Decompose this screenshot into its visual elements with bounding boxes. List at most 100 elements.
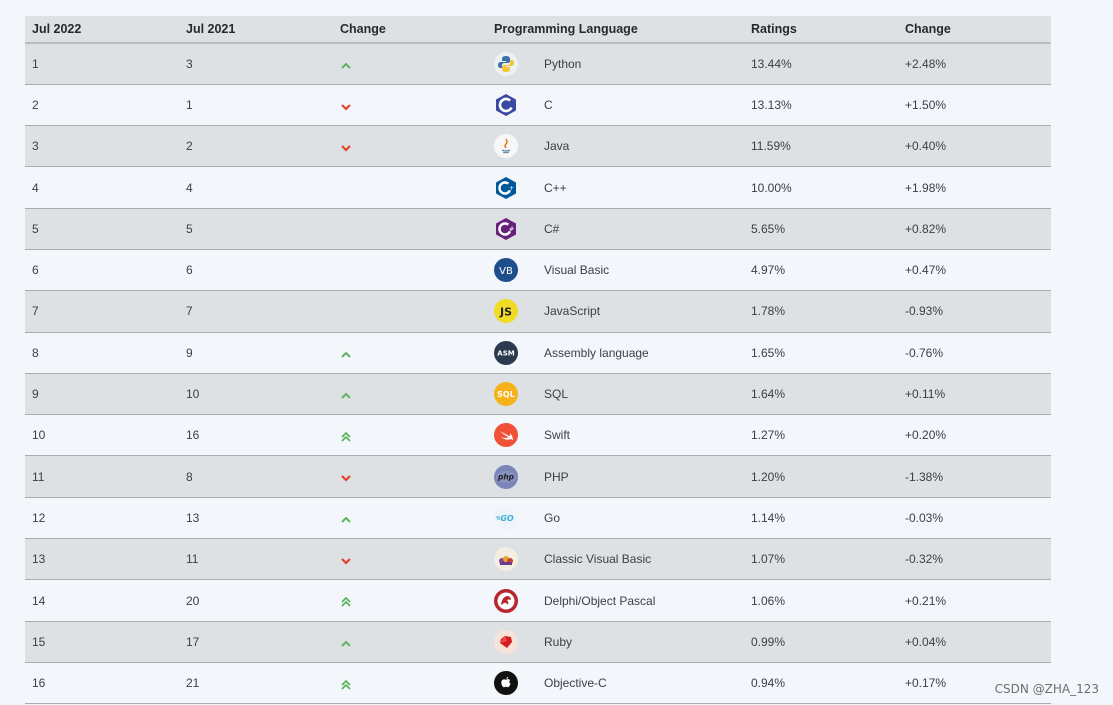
language-ranking-table: Jul 2022 Jul 2021 Change Programming Lan… — [25, 16, 1051, 705]
js-icon: JS — [494, 299, 518, 324]
language-name[interactable]: Python — [544, 56, 582, 71]
double-chevron-up-icon — [340, 431, 352, 442]
rating-change-value: +2.48% — [898, 43, 1051, 85]
header-change-rating[interactable]: Change — [898, 16, 1051, 44]
table-header-row: Jul 2022 Jul 2021 Change Programming Lan… — [25, 16, 1051, 44]
language-cell: # C# — [487, 208, 744, 250]
language-cell: Classic Visual Basic — [487, 538, 744, 581]
rank-2021: 13 — [179, 497, 333, 540]
language-name[interactable]: C — [544, 97, 553, 112]
rank-change-cell — [333, 125, 487, 168]
rank-2021: 3 — [179, 43, 333, 85]
table-row: 8 9 ASM Assembly language 1.65% -0.76% — [25, 332, 1051, 374]
rating-change-value: -0.03% — [898, 497, 1051, 540]
language-name[interactable]: Classic Visual Basic — [544, 552, 652, 567]
chevron-up-icon — [340, 60, 352, 70]
sql-icon: SQL — [494, 382, 518, 407]
ratings-value: 1.14% — [744, 497, 898, 540]
table-row: 1 3 Python 13.44% +2.48% — [25, 43, 1051, 85]
language-cell: JS JavaScript — [487, 290, 744, 333]
ratings-value: 1.65% — [744, 332, 898, 374]
rank-2021: 16 — [179, 414, 333, 457]
chevron-up-icon — [340, 514, 352, 524]
chevron-up-icon — [340, 390, 352, 400]
rank-change-cell — [333, 249, 487, 292]
table-row: 4 4 + C++ 10.00% +1.98% — [25, 166, 1051, 209]
rank-change-cell — [333, 579, 487, 622]
rank-2021: 4 — [179, 166, 333, 209]
header-jul-2021[interactable]: Jul 2021 — [179, 16, 333, 44]
svg-text:GO: GO — [500, 514, 514, 523]
table-row: 10 16 Swift 1.27% +0.20% — [25, 414, 1051, 457]
header-jul-2022[interactable]: Jul 2022 — [25, 16, 179, 44]
language-name[interactable]: Assembly language — [544, 345, 649, 360]
rank-2022: 14 — [25, 579, 179, 622]
table-row: 12 13 GO Go 1.14% -0.03% — [25, 497, 1051, 540]
rating-change-value: +0.20% — [898, 414, 1051, 457]
chevron-down-icon — [340, 555, 352, 565]
ratings-value: 1.64% — [744, 373, 898, 416]
rank-change-cell — [333, 414, 487, 457]
ratings-value: 1.20% — [744, 455, 898, 498]
rank-2021: 17 — [179, 621, 333, 663]
table-row: 7 7 JS JavaScript 1.78% -0.93% — [25, 290, 1051, 333]
rank-change-cell — [333, 538, 487, 581]
rank-change-cell — [333, 373, 487, 416]
language-name[interactable]: C++ — [544, 180, 567, 195]
table-row: 11 8 php PHP 1.20% -1.38% — [25, 455, 1051, 498]
rank-2021: 8 — [179, 455, 333, 498]
rating-change-value: +0.04% — [898, 621, 1051, 663]
language-cell: C — [487, 84, 744, 127]
svg-text:SQL: SQL — [497, 390, 515, 399]
language-name[interactable]: Swift — [544, 428, 571, 443]
rating-change-value: +0.21% — [898, 579, 1051, 622]
rank-2022: 16 — [25, 662, 179, 705]
ratings-value: 13.13% — [744, 84, 898, 127]
rank-2022: 2 — [25, 84, 179, 127]
rank-2022: 4 — [25, 166, 179, 209]
language-name[interactable]: SQL — [544, 387, 569, 402]
rank-2021: 5 — [179, 208, 333, 250]
go-icon: GO — [494, 505, 518, 530]
header-change-rank[interactable]: Change — [333, 16, 487, 44]
rating-change-value: +1.50% — [898, 84, 1051, 127]
rank-2022: 11 — [25, 455, 179, 498]
language-name[interactable]: Objective-C — [544, 676, 607, 691]
language-name[interactable]: C# — [544, 221, 560, 236]
java-icon — [494, 134, 518, 159]
language-name[interactable]: Java — [544, 139, 570, 154]
rank-change-cell — [333, 43, 487, 85]
ratings-value: 1.06% — [744, 579, 898, 622]
ratings-value: 13.44% — [744, 43, 898, 85]
rating-change-value: +0.40% — [898, 125, 1051, 168]
language-name[interactable]: Visual Basic — [544, 263, 610, 278]
rank-2021: 9 — [179, 332, 333, 374]
double-chevron-up-icon — [340, 679, 352, 690]
svg-text:ASM: ASM — [497, 349, 514, 357]
language-name[interactable]: Delphi/Object Pascal — [544, 593, 656, 608]
table-row: 14 20 Delphi/Object Pascal 1.06% +0.21% — [25, 579, 1051, 622]
rank-change-cell — [333, 290, 487, 333]
language-cell: php PHP — [487, 455, 744, 498]
language-name[interactable]: Ruby — [544, 634, 573, 649]
asm-icon: ASM — [494, 340, 518, 365]
ranking-table-container: Jul 2022 Jul 2021 Change Programming Lan… — [25, 16, 1051, 705]
rank-2022: 15 — [25, 621, 179, 663]
language-name[interactable]: PHP — [544, 469, 569, 484]
chevron-up-icon — [340, 349, 352, 359]
table-row: 9 10 SQL SQL 1.64% +0.11% — [25, 373, 1051, 416]
header-ratings[interactable]: Ratings — [744, 16, 898, 44]
language-name[interactable]: Go — [544, 510, 561, 525]
rank-2021: 1 — [179, 84, 333, 127]
header-programming-language[interactable]: Programming Language — [487, 16, 744, 44]
delphi-icon — [494, 588, 518, 613]
rank-change-cell — [333, 455, 487, 498]
language-name[interactable]: JavaScript — [544, 304, 601, 319]
python-icon — [494, 51, 518, 76]
language-cell: Python — [487, 43, 744, 85]
rank-2022: 6 — [25, 249, 179, 292]
language-cell: SQL SQL — [487, 373, 744, 416]
ratings-value: 1.27% — [744, 414, 898, 457]
language-cell: + C++ — [487, 166, 744, 209]
rank-2021: 6 — [179, 249, 333, 292]
